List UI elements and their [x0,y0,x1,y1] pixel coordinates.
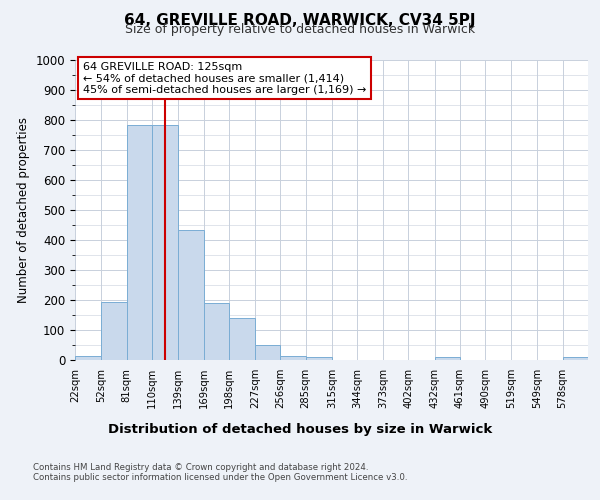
Bar [563,357,588,360]
Bar [305,357,332,360]
Bar [434,357,460,360]
Bar [127,126,152,360]
Bar [255,345,280,360]
Text: Contains HM Land Registry data © Crown copyright and database right 2024.: Contains HM Land Registry data © Crown c… [33,462,368,471]
Text: Distribution of detached houses by size in Warwick: Distribution of detached houses by size … [108,422,492,436]
Bar [280,356,305,360]
Y-axis label: Number of detached properties: Number of detached properties [17,117,30,303]
Bar [178,230,204,360]
Bar [152,124,178,360]
Text: Contains public sector information licensed under the Open Government Licence v3: Contains public sector information licen… [33,472,407,482]
Bar [204,303,229,360]
Bar [229,318,255,360]
Bar [101,302,127,360]
Text: 64 GREVILLE ROAD: 125sqm
← 54% of detached houses are smaller (1,414)
45% of sem: 64 GREVILLE ROAD: 125sqm ← 54% of detach… [83,62,366,94]
Text: Size of property relative to detached houses in Warwick: Size of property relative to detached ho… [125,22,475,36]
Text: 64, GREVILLE ROAD, WARWICK, CV34 5PJ: 64, GREVILLE ROAD, WARWICK, CV34 5PJ [124,12,476,28]
Bar [75,356,101,360]
